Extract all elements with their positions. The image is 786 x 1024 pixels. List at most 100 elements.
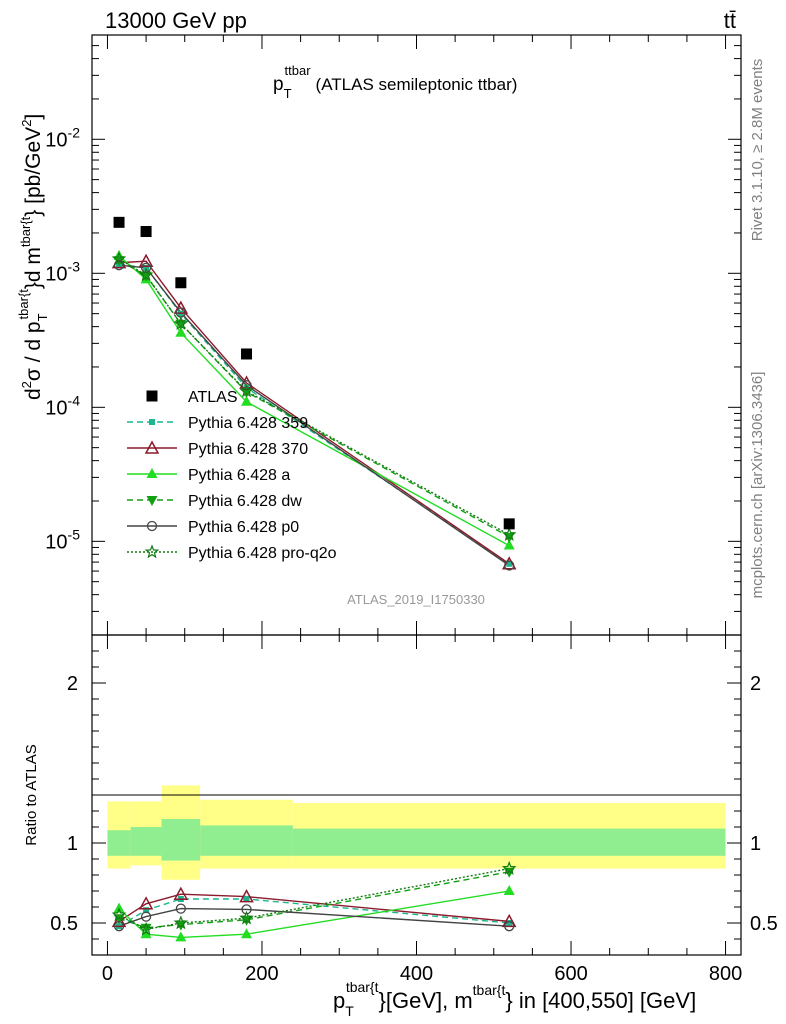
point-pp0: [140, 262, 152, 273]
legend-marker-pdw: [146, 496, 158, 506]
ratio-line-pq2o: [118, 867, 510, 931]
data-point-atlas: [241, 348, 253, 360]
data-point-atlas: [503, 518, 515, 530]
series-line-p370: [118, 260, 510, 565]
ratio-y-tick-label: 0.5: [50, 913, 78, 935]
point-pq2o: [173, 316, 189, 330]
main-y-axis-label: d2σ / d pTtbar{t}d mtbar{t} [pb/GeV2]: [16, 114, 50, 400]
ratio-point-pp0: [241, 904, 252, 915]
band-inner: [292, 828, 726, 856]
data-point-atlas: [140, 226, 152, 238]
point-p359: [506, 560, 513, 567]
ratio-line-p370: [118, 893, 510, 923]
ratio-point-pq2o: [138, 921, 154, 936]
x-tick-label: 600: [554, 963, 587, 985]
legend-marker-p359: [149, 419, 155, 425]
ratio-point-pa: [175, 931, 187, 942]
ratio-point-p359: [243, 896, 250, 902]
point-pdw: [140, 271, 152, 282]
x-tick-label: 0: [102, 963, 113, 985]
analysis-id: ATLAS_2019_I1750330: [347, 592, 485, 607]
x-axis-label: pTtbar{t}[GeV], mtbar{t} in [400,550] [G…: [333, 979, 696, 1019]
ratio-line-pp0: [118, 907, 510, 927]
ratio-point-pa: [241, 928, 253, 939]
ratio-y-tick-label-right: 1: [750, 833, 761, 855]
data-point-atlas: [113, 216, 125, 228]
ratio-point-pp0: [175, 903, 187, 914]
main-markers: [111, 216, 517, 571]
point-pq2o: [138, 267, 154, 282]
ratio-point-pa: [503, 885, 515, 895]
point-pp0: [113, 260, 125, 271]
ratio-y-axis-label: Ratio to ATLAS: [23, 744, 40, 845]
main-plot-panel: 10-2 10-3 10-4 10-5: [45, 34, 742, 636]
ratio-point-p370: [501, 913, 517, 928]
point-pa: [241, 395, 253, 406]
ratio-point-pq2o: [173, 915, 189, 930]
band-inner: [130, 827, 162, 856]
uncertainty-bands: [107, 785, 726, 880]
legend-marker-p370: [144, 440, 160, 454]
legend-label-pa: Pythia 6.428 a: [188, 467, 290, 484]
legend-label-p359: Pythia 6.428 359: [188, 415, 308, 432]
x-tick-label: 400: [400, 963, 433, 985]
ratio-point-p359: [143, 907, 150, 914]
point-p370: [138, 253, 154, 267]
point-pa: [175, 326, 187, 337]
header-collision: 13000 GeV pp: [105, 8, 247, 33]
legend-marker-pp0: [146, 520, 158, 532]
ratio-y-tick-label-right: 2: [750, 673, 761, 695]
legend-marker-atlas: [146, 390, 158, 402]
point-pp0: [241, 380, 252, 391]
point-pp0: [504, 560, 515, 571]
point-pq2o: [501, 527, 517, 541]
ratio-point-pq2o: [501, 860, 517, 875]
ratio-point-pq2o: [111, 907, 127, 922]
point-p370: [501, 556, 517, 570]
legend-label-atlas: ATLAS: [188, 389, 238, 406]
ratio-markers: [111, 860, 517, 942]
y-tick-label: 10-5: [45, 526, 80, 553]
point-pq2o: [239, 383, 254, 398]
plot-title: pTttbar(ATLAS semileptonic ttbar): [273, 63, 517, 101]
ratio-plot-panel: 0.5 0.5 1 1 2 2 0 200 400 600 800: [50, 634, 778, 985]
point-p370: [173, 300, 189, 314]
series-line-pq2o: [118, 258, 510, 536]
data-point-atlas: [175, 277, 187, 289]
rivet-label: Rivet 3.1.10, ≥ 2.8M events: [749, 59, 766, 242]
ratio-point-pp0: [140, 911, 152, 922]
band-inner: [107, 830, 131, 856]
ratio-frame: [91, 634, 742, 956]
main-axis-ticks: 10-2 10-3 10-4 10-5: [45, 34, 741, 636]
ratio-point-p370: [239, 889, 254, 903]
legend-marker-pa: [146, 468, 158, 478]
series-line-pdw: [118, 259, 510, 538]
mcplots-label: mcplots.cern.ch [arXiv:1306.3436]: [749, 372, 766, 599]
ratio-line-p359: [118, 898, 510, 927]
band-inner: [200, 825, 293, 856]
legend-label-p370: Pythia 6.428 370: [188, 441, 308, 458]
ratio-point-p370: [111, 913, 127, 928]
ratio-y-tick-label-right: 0.5: [750, 913, 778, 935]
ratio-axis-ticks: 0.5 0.5 1 1 2 2 0 200 400 600 800: [50, 635, 778, 985]
ratio-point-pq2o: [239, 910, 254, 925]
y-tick-label: 10-2: [45, 124, 80, 151]
ratio-y-tick-label: 1: [67, 833, 78, 855]
ratio-point-pdw: [140, 923, 152, 934]
main-series-lines: [118, 255, 510, 567]
legend-marker-pq2o: [144, 544, 160, 559]
legend-label-pdw: Pythia 6.428 dw: [188, 493, 302, 510]
x-tick-label: 200: [245, 963, 278, 985]
ratio-point-p370: [138, 896, 154, 910]
band-inner: [161, 819, 201, 861]
x-tick-label: 800: [709, 963, 742, 985]
ratio-point-pp0: [113, 921, 125, 932]
ratio-y-tick-label: 2: [67, 673, 78, 695]
point-pa: [503, 539, 515, 550]
y-tick-label: 10-4: [45, 392, 80, 419]
point-pdw: [241, 388, 253, 399]
legend-label-pp0: Pythia 6.428 p0: [188, 519, 299, 536]
y-tick-label: 10-3: [45, 258, 80, 285]
point-pq2o: [111, 251, 127, 266]
legend: ATLAS Pythia 6.428 359 Pythia 6.428 370 Pyt…: [127, 389, 337, 562]
